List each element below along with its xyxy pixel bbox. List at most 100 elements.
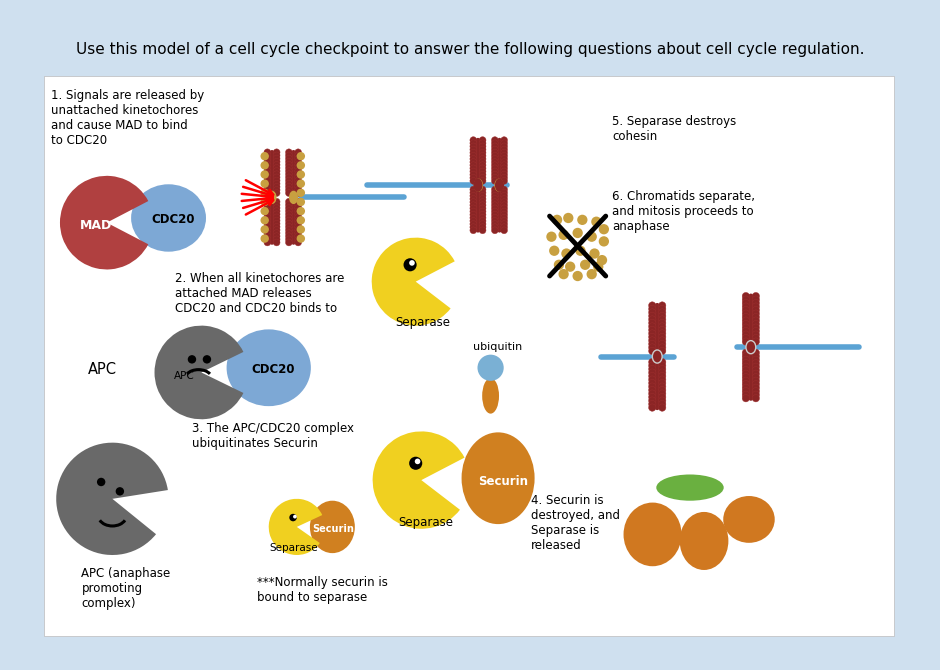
Circle shape xyxy=(501,205,508,212)
Circle shape xyxy=(479,137,486,143)
Circle shape xyxy=(752,331,760,338)
Circle shape xyxy=(501,155,508,162)
Circle shape xyxy=(659,347,666,354)
Circle shape xyxy=(409,260,415,266)
Ellipse shape xyxy=(680,512,728,570)
Ellipse shape xyxy=(268,191,276,204)
Circle shape xyxy=(492,211,498,218)
Circle shape xyxy=(743,314,749,321)
Circle shape xyxy=(274,230,280,237)
Circle shape xyxy=(274,180,280,187)
Ellipse shape xyxy=(287,150,300,196)
Circle shape xyxy=(470,202,477,208)
Text: 3. The APC/CDC20 complex
ubiquitinates Securin: 3. The APC/CDC20 complex ubiquitinates S… xyxy=(192,422,354,450)
Circle shape xyxy=(286,184,292,190)
Circle shape xyxy=(659,326,666,334)
Circle shape xyxy=(743,395,749,402)
Circle shape xyxy=(492,192,498,199)
Circle shape xyxy=(492,220,498,227)
Circle shape xyxy=(297,234,306,243)
Circle shape xyxy=(297,152,306,160)
Circle shape xyxy=(492,137,498,143)
Circle shape xyxy=(659,362,666,369)
Ellipse shape xyxy=(723,496,775,543)
Circle shape xyxy=(297,170,306,179)
Circle shape xyxy=(501,140,508,147)
Circle shape xyxy=(274,171,280,178)
Circle shape xyxy=(743,334,749,342)
Circle shape xyxy=(264,171,271,178)
Circle shape xyxy=(274,208,280,214)
Wedge shape xyxy=(372,431,464,529)
Circle shape xyxy=(492,218,498,224)
Circle shape xyxy=(260,234,269,243)
Circle shape xyxy=(492,140,498,147)
Circle shape xyxy=(470,220,477,227)
Circle shape xyxy=(572,228,583,238)
Circle shape xyxy=(286,155,292,162)
Circle shape xyxy=(743,349,749,356)
Circle shape xyxy=(274,158,280,165)
Circle shape xyxy=(295,168,302,174)
Circle shape xyxy=(649,373,656,380)
Circle shape xyxy=(752,356,760,363)
Circle shape xyxy=(659,306,666,313)
Circle shape xyxy=(286,152,292,159)
Circle shape xyxy=(572,271,583,281)
Circle shape xyxy=(501,208,508,215)
Circle shape xyxy=(274,165,280,172)
Circle shape xyxy=(260,152,269,160)
Circle shape xyxy=(260,170,269,179)
Circle shape xyxy=(649,347,656,354)
Text: 1. Signals are released by
unattached kinetochores
and cause MAD to bind
to CDC2: 1. Signals are released by unattached ki… xyxy=(51,89,204,147)
Ellipse shape xyxy=(482,378,499,413)
Circle shape xyxy=(649,401,656,408)
Circle shape xyxy=(501,146,508,153)
Circle shape xyxy=(492,196,498,202)
Circle shape xyxy=(599,224,609,234)
Circle shape xyxy=(274,152,280,159)
Circle shape xyxy=(492,174,498,181)
Circle shape xyxy=(286,236,292,243)
Circle shape xyxy=(295,165,302,172)
Circle shape xyxy=(743,381,749,388)
Circle shape xyxy=(743,370,749,377)
Circle shape xyxy=(479,214,486,221)
Circle shape xyxy=(470,218,477,224)
Circle shape xyxy=(649,330,656,337)
Circle shape xyxy=(295,202,302,208)
Circle shape xyxy=(295,190,302,196)
Ellipse shape xyxy=(746,340,756,354)
Circle shape xyxy=(286,220,292,227)
Circle shape xyxy=(501,178,508,184)
Circle shape xyxy=(659,404,666,411)
Circle shape xyxy=(743,374,749,381)
Circle shape xyxy=(659,369,666,377)
Circle shape xyxy=(470,137,477,143)
Circle shape xyxy=(286,168,292,174)
Circle shape xyxy=(295,220,302,227)
Circle shape xyxy=(295,214,302,221)
Text: APC (anaphase
promoting
complex): APC (anaphase promoting complex) xyxy=(82,567,171,610)
Circle shape xyxy=(492,208,498,215)
Circle shape xyxy=(470,140,477,147)
Circle shape xyxy=(479,199,486,206)
Circle shape xyxy=(264,158,271,165)
Circle shape xyxy=(470,224,477,230)
Circle shape xyxy=(649,358,656,366)
Circle shape xyxy=(492,202,498,208)
Ellipse shape xyxy=(265,200,278,245)
Circle shape xyxy=(274,236,280,243)
Circle shape xyxy=(752,296,760,304)
Circle shape xyxy=(274,204,280,212)
Circle shape xyxy=(649,397,656,404)
Circle shape xyxy=(295,223,302,230)
Circle shape xyxy=(293,515,297,519)
Circle shape xyxy=(286,180,292,187)
Circle shape xyxy=(479,168,486,175)
Text: Separase: Separase xyxy=(270,543,319,553)
Circle shape xyxy=(659,387,666,394)
Circle shape xyxy=(297,198,306,206)
Circle shape xyxy=(479,152,486,159)
Circle shape xyxy=(274,186,280,194)
